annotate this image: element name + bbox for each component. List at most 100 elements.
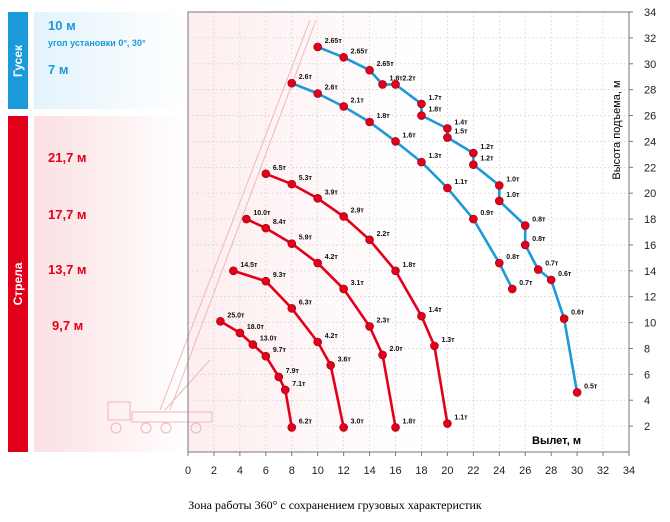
load-label: 1.3т [441, 337, 455, 344]
boom-length-21-7: 21,7 м [48, 150, 87, 165]
x-tick-label: 14 [363, 465, 375, 477]
load-label: 6.2т [299, 418, 313, 425]
x-axis-label: Вылет, м [532, 435, 581, 447]
load-label: 4.2т [325, 333, 339, 340]
y-tick-label: 2 [644, 421, 650, 433]
load-point [235, 328, 245, 338]
load-label: 1.6т [403, 132, 417, 139]
load-point [391, 266, 400, 276]
load-point [469, 214, 478, 224]
x-tick-label: 0 [185, 465, 191, 477]
y-tick-label: 32 [644, 33, 656, 45]
y-tick-label: 30 [644, 59, 656, 71]
load-point [287, 239, 297, 248]
load-label: 7.1т [292, 381, 306, 388]
load-label: 5.3т [299, 175, 313, 182]
load-label: 25.0т [227, 312, 245, 319]
series-line [233, 269, 345, 428]
load-point [391, 80, 400, 89]
load-point [417, 99, 426, 109]
load-label: 1.2т [480, 144, 494, 151]
load-label: 2.3т [377, 317, 391, 324]
x-tick-label: 28 [545, 465, 557, 477]
load-label: 3.9т [325, 189, 339, 196]
boom-length-13-7: 13,7 м [48, 262, 87, 277]
x-tick-label: 4 [237, 465, 243, 477]
series-boom-2: 10.0т8.4т 5.9т 4.2т 3.1т 2.3т 2.0т 1.8т [242, 210, 417, 432]
load-label: 1.8т [403, 418, 417, 425]
load-point [417, 111, 426, 120]
x-tick-label: 8 [289, 465, 295, 477]
load-label: 1.0т [506, 176, 520, 183]
load-label: 2.6т [325, 85, 339, 92]
y-tick-label: 28 [644, 85, 656, 97]
load-label: 2.2т [403, 75, 417, 82]
load-label: 1.8т [390, 75, 404, 82]
load-label: 1.1т [454, 179, 468, 186]
load-label: 1.4т [428, 307, 442, 314]
load-label: 8.4т [273, 219, 287, 226]
load-point [313, 42, 323, 52]
load-point [443, 183, 452, 193]
x-tick-label: 6 [263, 465, 269, 477]
load-point [494, 196, 504, 206]
jib-length-10: 10 м [48, 18, 76, 33]
load-label: 2.2т [377, 231, 391, 238]
series-line [291, 81, 514, 290]
load-point [494, 258, 504, 268]
x-tick-label: 12 [338, 465, 350, 477]
load-point [287, 304, 297, 313]
load-label: 2.6т [299, 74, 313, 81]
x-tick-label: 34 [623, 465, 635, 477]
load-point [365, 322, 374, 331]
load-point [229, 266, 238, 276]
load-label: 9.7т [273, 347, 287, 354]
load-label: 6.5т [273, 165, 287, 172]
load-label: 0.9т [480, 210, 494, 217]
load-point [313, 89, 323, 98]
load-label: 14.5т [240, 262, 258, 269]
load-label: 3.6т [338, 356, 352, 363]
load-point [443, 124, 452, 133]
x-tick-label: 22 [467, 465, 479, 477]
load-label: 1.7т [428, 95, 442, 102]
load-point [378, 350, 387, 360]
x-tick-label: 32 [597, 465, 609, 477]
load-label: 2.1т [351, 97, 365, 104]
chart-caption: Зона работы 360° с сохранением грузовых … [188, 498, 482, 512]
load-label: 0.8т [532, 217, 546, 224]
load-label: 1.8т [377, 113, 391, 120]
load-point [365, 235, 374, 245]
series-boom-1: 14.5т 9.3т 6.3т 4.2т 3.6т 3.0т [229, 262, 364, 432]
load-label: 1.1т [454, 415, 468, 422]
load-point [469, 160, 478, 170]
load-point [494, 181, 504, 190]
x-tick-label: 2 [211, 465, 217, 477]
y-axis-label: Высота подъема, м [611, 80, 623, 179]
load-point [417, 311, 426, 321]
jib-length-7: 7 м [48, 62, 69, 77]
load-point [520, 240, 530, 250]
x-tick-label: 10 [312, 465, 324, 477]
series-boom-3: 6.5т 5.3т 3.9т 2.9т 2.2т 1.8т 1.4т 1.3т 1.1т [261, 165, 468, 428]
load-point [313, 337, 323, 347]
y-tick-label: 18 [644, 214, 656, 226]
load-point [216, 316, 225, 326]
load-label: 9.3т [273, 272, 287, 279]
load-label: 3.1т [351, 280, 365, 287]
x-tick-label: 20 [441, 465, 453, 477]
load-point [339, 212, 348, 221]
boom-length-9-7: 9,7 м [52, 318, 84, 333]
load-point [339, 284, 348, 294]
y-tick-label: 24 [644, 136, 656, 148]
load-point [242, 214, 251, 224]
y-tick-label: 22 [644, 162, 656, 174]
axes: 0 2 4 6 8 10 12 14 16 18 20 22 24 26 28 30 32 34246810121… [185, 7, 656, 477]
load-label: 6.3т [299, 299, 313, 306]
load-label: 1.5т [454, 129, 468, 136]
load-point [313, 258, 323, 268]
load-point [339, 52, 348, 62]
load-label: 1.8т [428, 107, 442, 114]
